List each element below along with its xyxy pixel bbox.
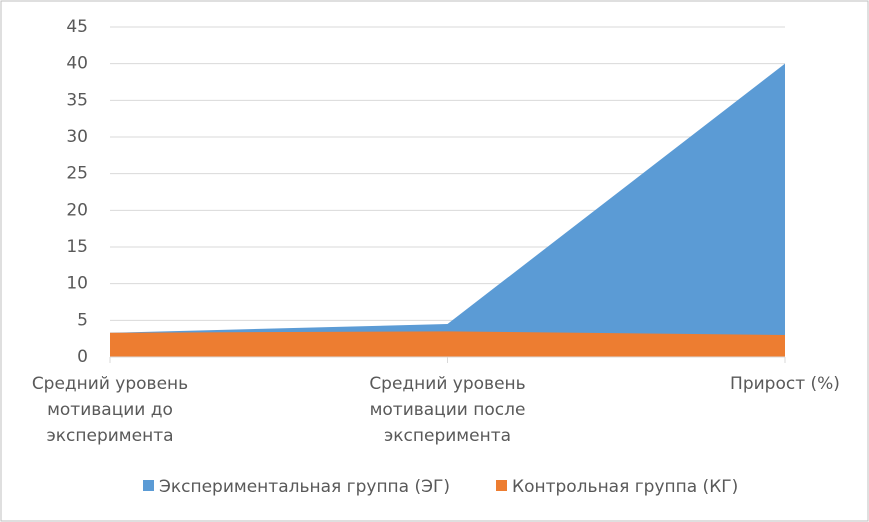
- y-tick-label: 10: [66, 274, 88, 294]
- legend-swatch: [496, 480, 507, 491]
- legend-label: Экспериментальная группа (ЭГ): [159, 477, 450, 497]
- y-tick-label: 25: [66, 164, 88, 184]
- x-tick-label: Прирост (%): [730, 374, 840, 394]
- legend-label: Контрольная группа (КГ): [512, 477, 738, 497]
- legend-swatch: [143, 480, 154, 491]
- y-tick-label: 40: [66, 54, 88, 74]
- y-tick-label: 15: [66, 237, 88, 257]
- x-tick-label: Средний уровень мотивации до эксперимент…: [31, 374, 189, 446]
- x-tick-label: Средний уровень мотивации после эксперим…: [369, 374, 526, 446]
- y-tick-label: 30: [66, 127, 88, 147]
- y-tick-label: 35: [66, 90, 88, 110]
- y-tick-label: 20: [66, 200, 88, 220]
- y-tick-label: 45: [66, 17, 88, 37]
- area: [110, 63, 785, 358]
- y-tick-label: 0: [77, 347, 88, 367]
- y-tick-label: 5: [77, 310, 88, 330]
- area: [110, 331, 785, 357]
